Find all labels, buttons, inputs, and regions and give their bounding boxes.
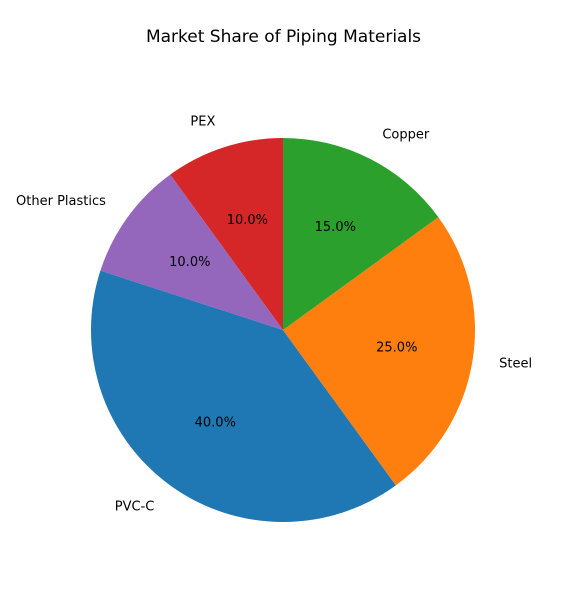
pie-chart: 10.0% PEX 10.0% Other Plastics 40.0% PVC-C 25.… <box>0 0 567 593</box>
pie-chart-container: Market Share of Piping Materials 10.0% PE… <box>0 0 567 593</box>
slice-percent-label: 25.0% <box>376 341 417 356</box>
slice-percent-label: 40.0% <box>195 416 236 431</box>
slice-label: PVC-C <box>115 500 155 515</box>
slice-percent-label: 10.0% <box>227 213 268 228</box>
slice-label: PEX <box>190 114 215 129</box>
slice-label: Copper <box>382 127 430 142</box>
slice-percent-label: 10.0% <box>169 255 210 270</box>
chart-title: Market Share of Piping Materials <box>0 27 567 47</box>
slice-label: Other Plastics <box>16 194 106 209</box>
slice-label: Steel <box>499 357 532 372</box>
slice-percent-label: 15.0% <box>315 220 356 235</box>
